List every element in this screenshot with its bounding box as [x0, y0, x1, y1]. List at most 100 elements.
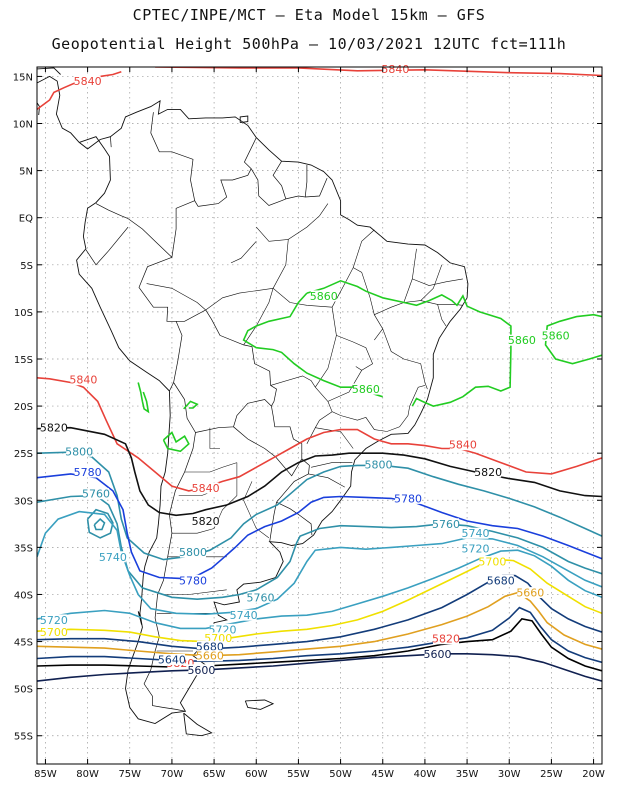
contour-label: 5760 [432, 518, 460, 531]
country-border [195, 399, 272, 433]
contour-5700 [37, 558, 602, 643]
contour-label: 5820 [40, 422, 68, 435]
country-border [173, 382, 196, 433]
contour-5660 [37, 591, 602, 657]
state-border [331, 267, 384, 341]
state-border [382, 328, 428, 390]
state-border [327, 370, 425, 432]
contour-label: 5800 [179, 546, 207, 559]
contour-label-bg [70, 374, 97, 386]
contour-label: 5660 [196, 650, 224, 663]
lat-label: 40S [14, 590, 33, 601]
contour-label: 5780 [394, 492, 422, 505]
contour-label: 5760 [246, 591, 274, 604]
lon-label: 75W [118, 769, 141, 780]
contour-label: 5660 [516, 587, 544, 600]
lon-label: 85W [34, 769, 57, 780]
province-border [171, 528, 215, 534]
contour-label: 5840 [69, 374, 97, 387]
contour-label: 5720 [40, 614, 68, 627]
country-border [138, 256, 177, 322]
contour-5600 [37, 652, 602, 682]
contour-label: 5600 [424, 648, 452, 661]
contour-label-bg [382, 63, 409, 75]
contour-label: 5840 [192, 482, 220, 495]
contour-label-bg [40, 422, 67, 434]
contour-5860 [306, 279, 512, 407]
state-border [336, 335, 373, 371]
state-border [146, 283, 206, 311]
contour-5840 [37, 70, 122, 111]
contour-label-bg [352, 383, 379, 395]
contour-label-bg [188, 664, 215, 676]
state-border [352, 229, 375, 268]
contour-label: 5840 [449, 439, 477, 452]
state-border [311, 462, 353, 468]
lat-label: 5N [19, 167, 33, 178]
contour-label: 5820 [432, 633, 460, 646]
contour-label-bg [192, 515, 219, 527]
contour-label: 5860 [508, 334, 536, 347]
lat-label: 5S [20, 261, 33, 272]
coastline-borders [37, 67, 469, 737]
contour-label: 5700 [40, 626, 68, 639]
contour-label-bg [83, 488, 110, 500]
contour-label-bg [40, 626, 67, 638]
contour-label-bg [462, 542, 489, 554]
contour-5860 [242, 292, 383, 398]
lat-label: 10N [13, 120, 33, 131]
lat-label: 25S [14, 449, 33, 460]
contour-5720 [37, 549, 602, 630]
state-border [288, 203, 329, 240]
map-title-line2: Geopotential Height 500hPa – 10/03/2021 … [51, 35, 567, 53]
lon-label: 40W [414, 769, 437, 780]
country-border [95, 203, 129, 219]
lat-label: EQ [19, 214, 33, 225]
lon-label: 20W [582, 769, 605, 780]
contour-label-bg [205, 632, 232, 644]
lat-label: 15S [14, 355, 33, 366]
contour-label-bg [395, 492, 422, 504]
contour-5680 [37, 574, 602, 650]
contour-5860 [137, 382, 150, 414]
contour-label-bg [424, 648, 451, 660]
falkland-islands [244, 699, 275, 710]
lon-label: 55W [287, 769, 310, 780]
chiloe-island [137, 611, 143, 625]
central-america-coast [37, 75, 80, 143]
contour-label-bg [517, 587, 544, 599]
country-border [143, 432, 196, 712]
contour-label: 5820 [474, 466, 502, 479]
honduras-north-coast [37, 67, 61, 75]
lon-label: 45W [371, 769, 394, 780]
map-frame [36, 66, 603, 765]
contour-label-bg [209, 623, 236, 635]
state-border [270, 375, 329, 402]
country-border [169, 321, 183, 392]
contour-label-bg [180, 546, 207, 558]
contour-label-bg [74, 75, 101, 87]
contour-label-bg [192, 482, 219, 494]
contour-label-bg [432, 518, 459, 530]
lat-label: 30S [14, 496, 33, 507]
contour-label-bg [365, 458, 392, 470]
contour-label-bg [432, 633, 459, 645]
contour-label: 5860 [542, 329, 570, 342]
contour-label: 5680 [196, 640, 224, 653]
contour-label: 5840 [381, 63, 409, 76]
contour-label-bg [66, 445, 93, 457]
contour-5860 [162, 431, 190, 453]
state-border [230, 241, 257, 264]
country-border [272, 161, 287, 200]
state-border [243, 287, 337, 346]
contour-label: 5600 [187, 664, 215, 677]
contour-5760 [93, 518, 106, 531]
contour-label-bg [247, 591, 274, 603]
contour-label-bg [158, 653, 185, 665]
lat-label: 20S [14, 402, 33, 413]
contour-label: 5640 [158, 653, 186, 666]
contour-label-bg [542, 329, 569, 341]
trinidad-island [239, 115, 249, 124]
contour-label: 5840 [74, 75, 102, 88]
country-border [110, 136, 112, 148]
